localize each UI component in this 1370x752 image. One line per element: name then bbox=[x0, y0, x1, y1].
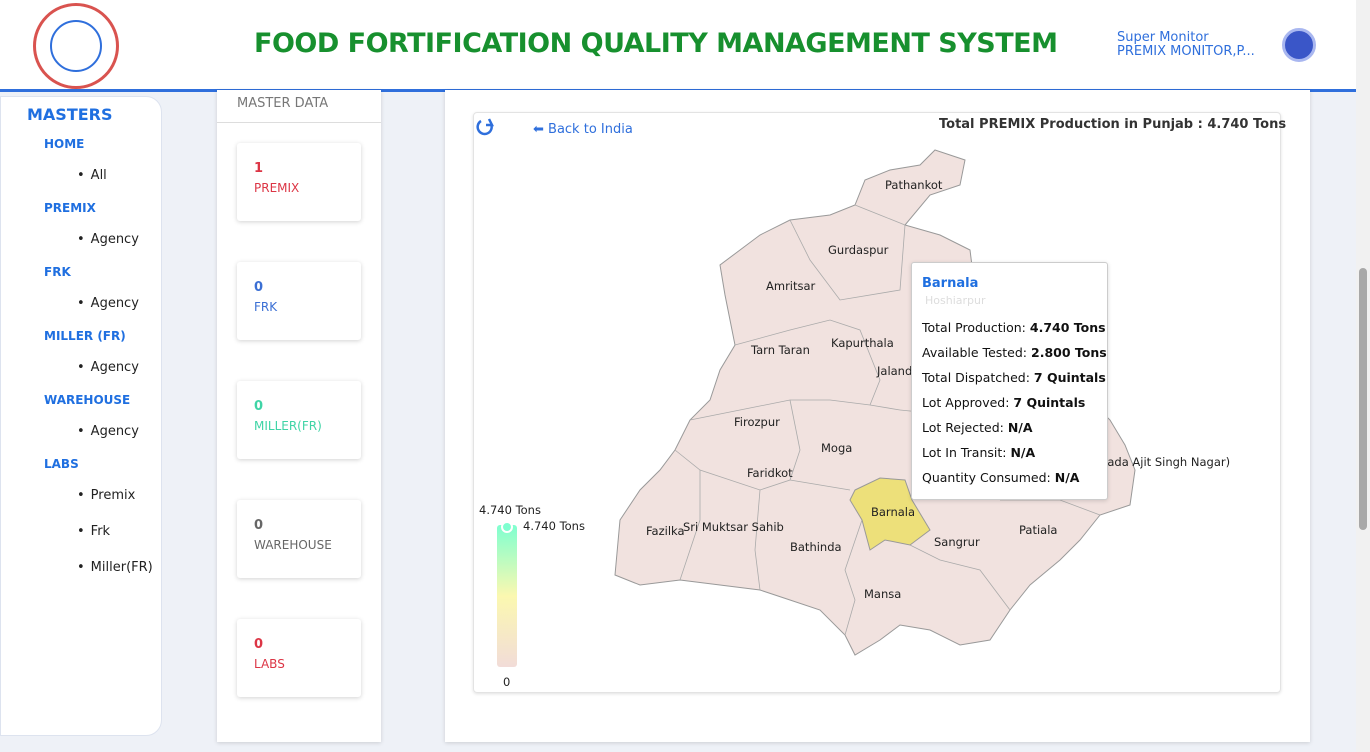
tooltip-row: Available Tested: 2.800 Tons bbox=[922, 345, 1107, 360]
user-role: Super Monitor bbox=[1117, 30, 1209, 45]
logo bbox=[33, 3, 119, 89]
card-count: 0 bbox=[254, 280, 264, 295]
master-card[interactable]: 0 MILLER(FR) bbox=[237, 381, 361, 459]
row-value: 2.800 Tons bbox=[1031, 345, 1107, 360]
row-label: Lot In Transit: bbox=[922, 445, 1007, 460]
district-label[interactable]: Barnala bbox=[871, 505, 915, 519]
district-label[interactable]: Gurdaspur bbox=[828, 243, 889, 257]
master-card[interactable]: 0 WAREHOUSE bbox=[237, 500, 361, 578]
legend-gradient bbox=[497, 525, 517, 667]
row-value: 4.740 Tons bbox=[1029, 320, 1106, 335]
district-label[interactable]: Sri Muktsar Sahib bbox=[683, 520, 784, 534]
district-label[interactable]: Mansa bbox=[864, 587, 901, 601]
row-value: N/A bbox=[1054, 470, 1080, 485]
sidebar-title: MASTERS bbox=[27, 105, 113, 124]
card-count: 0 bbox=[254, 637, 264, 652]
total-production: Total PREMIX Production in Punjab : 4.74… bbox=[939, 117, 1286, 132]
card-count: 0 bbox=[254, 399, 264, 414]
card-label: LABS bbox=[254, 657, 285, 671]
card-count: 0 bbox=[254, 518, 264, 533]
nav-item[interactable]: Agency bbox=[77, 296, 139, 311]
tooltip-hidden-label: Hoshiarpur bbox=[925, 294, 986, 307]
row-label: Lot Approved: bbox=[922, 395, 1010, 410]
tooltip-row: Lot In Transit: N/A bbox=[922, 445, 1035, 460]
nav-item[interactable]: Miller(FR) bbox=[77, 560, 153, 575]
row-value: N/A bbox=[1007, 420, 1033, 435]
row-label: Total Dispatched: bbox=[922, 370, 1030, 385]
legend-marker-label: 4.740 Tons bbox=[523, 519, 585, 533]
district-label[interactable]: Patiala bbox=[1019, 523, 1057, 537]
card-count: 1 bbox=[254, 161, 264, 176]
nav-section[interactable]: PREMIX bbox=[44, 201, 96, 215]
row-label: Lot Rejected: bbox=[922, 420, 1004, 435]
district-label[interactable]: Faridkot bbox=[747, 466, 793, 480]
tooltip: Barnala Hoshiarpur Total Production: 4.7… bbox=[911, 262, 1108, 500]
master-data-panel: MASTER DATA 1 PREMIX 0 FRK 0 MILLER(FR) 0 WAREH… bbox=[217, 90, 381, 742]
district-label[interactable]: Amritsar bbox=[766, 279, 816, 293]
legend-marker bbox=[501, 521, 513, 533]
nav-item[interactable]: Premix bbox=[77, 488, 136, 503]
nav-item[interactable]: All bbox=[77, 168, 107, 183]
row-value: 7 Quintals bbox=[1033, 370, 1106, 385]
district-label[interactable]: Pathankot bbox=[885, 178, 943, 192]
row-label: Total Production: bbox=[922, 320, 1026, 335]
barnala-highlight[interactable] bbox=[849, 477, 931, 551]
tooltip-row: Total Production: 4.740 Tons bbox=[922, 320, 1106, 335]
legend-min: 0 bbox=[503, 675, 510, 689]
district-label[interactable]: Fazilka bbox=[646, 524, 685, 538]
avatar[interactable] bbox=[1282, 28, 1316, 62]
tooltip-row: Quantity Consumed: N/A bbox=[922, 470, 1079, 485]
nav-item[interactable]: Frk bbox=[77, 524, 110, 539]
card-label: FRK bbox=[254, 300, 278, 314]
nav-item[interactable]: Agency bbox=[77, 360, 139, 375]
legend-max: 4.740 Tons bbox=[479, 503, 541, 517]
refresh-icon[interactable] bbox=[476, 118, 495, 136]
district-label[interactable]: Sangrur bbox=[934, 535, 980, 549]
sidebar: MASTERS HOME All PREMIX Agency FRK Agency MILL… bbox=[0, 96, 162, 736]
nav-item[interactable]: Agency bbox=[77, 232, 139, 247]
header: FOOD FORTIFICATION QUALITY MANAGEMENT SY… bbox=[0, 0, 1356, 92]
nav-item[interactable]: Agency bbox=[77, 424, 139, 439]
card-label: WAREHOUSE bbox=[254, 538, 332, 552]
card-label: MILLER(FR) bbox=[254, 419, 322, 433]
back-link[interactable]: ⬅ Back to India bbox=[533, 122, 633, 137]
tooltip-row: Lot Approved: 7 Quintals bbox=[922, 395, 1085, 410]
scrollbar[interactable] bbox=[1356, 0, 1370, 752]
card-label: PREMIX bbox=[254, 181, 300, 195]
master-card[interactable]: 0 LABS bbox=[237, 619, 361, 697]
tooltip-row: Total Dispatched: 7 Quintals bbox=[922, 370, 1106, 385]
district-label[interactable]: Moga bbox=[821, 441, 852, 455]
map-card bbox=[473, 112, 1281, 693]
row-value: 7 Quintals bbox=[1013, 395, 1086, 410]
district-label[interactable]: Bathinda bbox=[790, 540, 842, 554]
nav-section[interactable]: WAREHOUSE bbox=[44, 393, 131, 407]
tooltip-title: Barnala bbox=[922, 276, 979, 291]
nav-section[interactable]: HOME bbox=[44, 137, 85, 151]
nav-section[interactable]: FRK bbox=[44, 265, 71, 279]
row-value: N/A bbox=[1010, 445, 1036, 460]
user-name: PREMIX MONITOR,P... bbox=[1117, 44, 1255, 59]
row-label: Quantity Consumed: bbox=[922, 470, 1051, 485]
district-label[interactable]: Tarn Taran bbox=[750, 343, 810, 357]
nav-section[interactable]: LABS bbox=[44, 457, 79, 471]
tooltip-row: Lot Rejected: N/A bbox=[922, 420, 1033, 435]
district-label[interactable]: Firozpur bbox=[734, 415, 780, 429]
master-card[interactable]: 0 FRK bbox=[237, 262, 361, 340]
nav-section[interactable]: MILLER (FR) bbox=[44, 329, 126, 343]
district-label[interactable]: Kapurthala bbox=[831, 336, 894, 350]
panel-title: MASTER DATA bbox=[237, 96, 329, 111]
master-card[interactable]: 1 PREMIX bbox=[237, 143, 361, 221]
row-label: Available Tested: bbox=[922, 345, 1028, 360]
app-title: FOOD FORTIFICATION QUALITY MANAGEMENT SY… bbox=[254, 28, 1058, 59]
user-info[interactable]: Super Monitor PREMIX MONITOR,P... bbox=[1117, 31, 1255, 59]
